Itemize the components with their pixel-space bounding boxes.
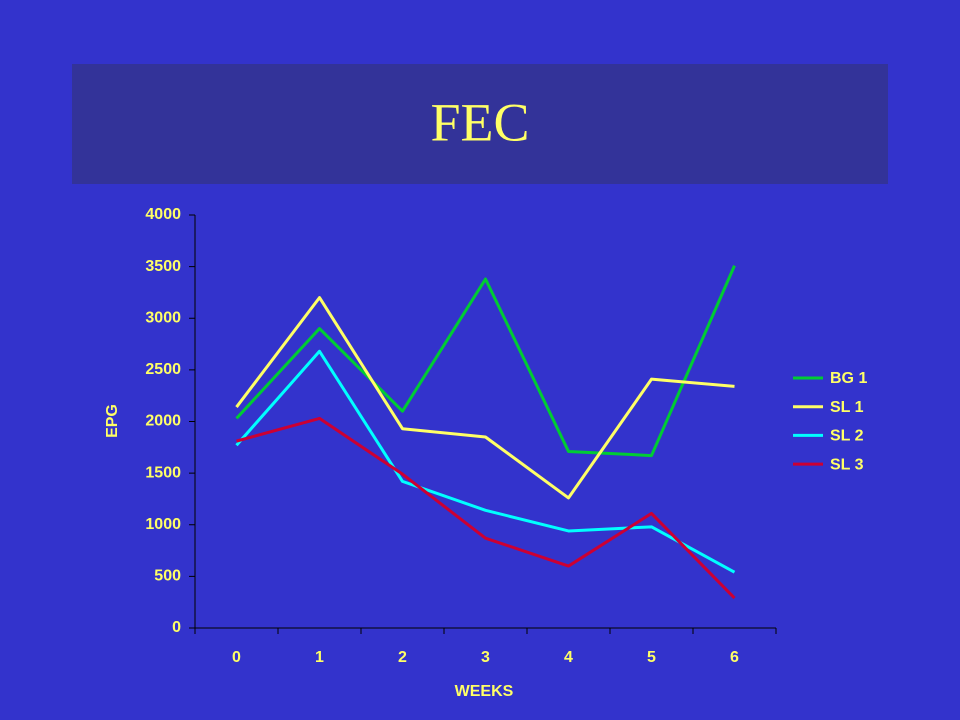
x-tick-label: 5 <box>647 649 656 666</box>
x-axis-label: WEEKS <box>455 683 514 700</box>
y-tick-label: 1000 <box>145 516 181 533</box>
y-tick-label: 3500 <box>145 258 181 275</box>
legend-label: SL 3 <box>830 456 864 473</box>
legend-label: SL 1 <box>830 399 864 416</box>
y-tick-label: 0 <box>172 619 181 636</box>
y-tick-label: 2500 <box>145 361 181 378</box>
x-tick-label: 4 <box>564 649 573 666</box>
chart-title: FEC <box>430 92 529 152</box>
x-tick-label: 3 <box>481 649 490 666</box>
y-tick-label: 1500 <box>145 464 181 481</box>
legend-label: SL 2 <box>830 428 864 445</box>
y-axis-label: EPG <box>104 404 121 438</box>
series-line <box>235 349 736 574</box>
series-line <box>236 416 736 600</box>
x-tick-label: 2 <box>398 649 407 666</box>
y-tick-label: 500 <box>154 568 181 585</box>
x-tick-label: 0 <box>232 649 241 666</box>
series-line <box>235 264 736 458</box>
y-tick-label: 3000 <box>145 309 181 326</box>
x-tick-label: 1 <box>315 649 324 666</box>
y-tick-label: 2000 <box>145 413 181 430</box>
title-banner <box>72 64 888 184</box>
x-tick-label: 6 <box>730 649 739 666</box>
series-line <box>235 296 735 500</box>
y-tick-label: 4000 <box>145 206 181 223</box>
legend-label: BG 1 <box>830 370 867 387</box>
